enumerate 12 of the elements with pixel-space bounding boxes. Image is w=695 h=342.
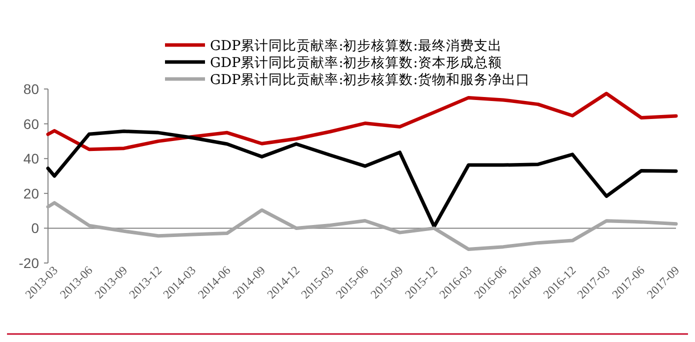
- y-tick-label: 60: [23, 116, 40, 132]
- y-tick-label: 0: [31, 220, 40, 236]
- legend-label: GDP累计同比贡献率:初步核算数:资本形成总额: [210, 55, 502, 71]
- legend-label: GDP累计同比贡献率:初步核算数:货物和服务净出口: [210, 72, 530, 88]
- line-series: [46, 130, 678, 228]
- legend-label: GDP累计同比贡献率:初步核算数:最终消费支出: [210, 38, 502, 54]
- y-tick-label: -20: [18, 255, 40, 271]
- line-series: [46, 92, 678, 152]
- y-tick-label: 80: [23, 81, 40, 97]
- y-tick-label: 40: [23, 150, 40, 167]
- y-tick-label: 20: [23, 185, 40, 202]
- line-series: [46, 201, 678, 251]
